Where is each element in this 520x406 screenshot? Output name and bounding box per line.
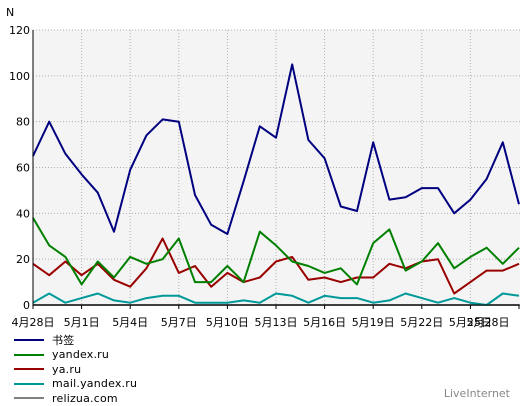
legend-swatch-mail-yandex [14, 382, 44, 385]
x-tick-label: 5月7日 [161, 316, 197, 329]
x-tick-label: 5月10日 [206, 316, 249, 329]
series-line-2 [32, 237, 520, 295]
x-tick-label: 5月19日 [352, 316, 395, 329]
legend-item: relizua.com [14, 391, 137, 406]
x-tick-labels: 4月28日 5月1日 5月4日 5月7日 5月10日 5月13日 5月16日 5月19日 5月2… [12, 305, 520, 329]
y-tick-labels: 0 20 40 60 80 100 120 [9, 24, 30, 312]
series-line-1 [32, 217, 520, 286]
legend-swatch-relizua [14, 397, 44, 400]
legend-item: yandex.ru [14, 348, 137, 363]
legend-item: ya.ru [14, 362, 137, 377]
y-tick-label: 0 [23, 299, 30, 312]
x-tick-label: 5月25日 [449, 316, 492, 329]
x-tick-label: 5月22日 [400, 316, 443, 329]
y-axis-label: N [6, 6, 14, 19]
x-tick-label: 5月4日 [112, 316, 148, 329]
legend-item: 书签 [14, 333, 137, 348]
gridlines [33, 29, 520, 305]
x-tick-label: 4月28日 [12, 316, 55, 329]
x-tick-label: 5月1日 [64, 316, 100, 329]
y-tick-label: 40 [16, 207, 30, 220]
legend-swatch-bookmarks [14, 339, 44, 342]
series-line-0 [32, 63, 520, 235]
legend-item: mail.yandex.ru [14, 377, 137, 392]
legend-swatch-ya [14, 368, 44, 371]
y-tick-label: 80 [16, 116, 30, 129]
x-tick-label: 5月16日 [303, 316, 346, 329]
legend-label-relizua: relizua.com [52, 391, 118, 405]
series-line-3 [32, 292, 520, 306]
legend-label-mail-yandex: mail.yandex.ru [52, 377, 138, 391]
line-chart: N 0 20 40 60 80 100 120 4月28日 5月1日 5月4日 5月7日 5月10日… [6, 6, 520, 329]
y-tick-label: 60 [16, 162, 30, 175]
legend: 书签 yandex.ru ya.ru mail.yandex.ru relizu… [14, 333, 137, 406]
x-tick-label: 5月13日 [255, 316, 298, 329]
brand-label: LiveInternet [443, 387, 510, 400]
y-tick-label: 100 [9, 70, 30, 83]
legend-swatch-yandex [14, 353, 44, 356]
legend-label-bookmarks: 书签 [52, 334, 75, 348]
x-tick-label: 5月28日 [467, 316, 510, 329]
y-tick-label: 120 [9, 24, 30, 37]
legend-label-yandex: yandex.ru [52, 348, 110, 362]
y-tick-label: 20 [16, 253, 30, 266]
legend-label-ya: ya.ru [52, 362, 82, 376]
